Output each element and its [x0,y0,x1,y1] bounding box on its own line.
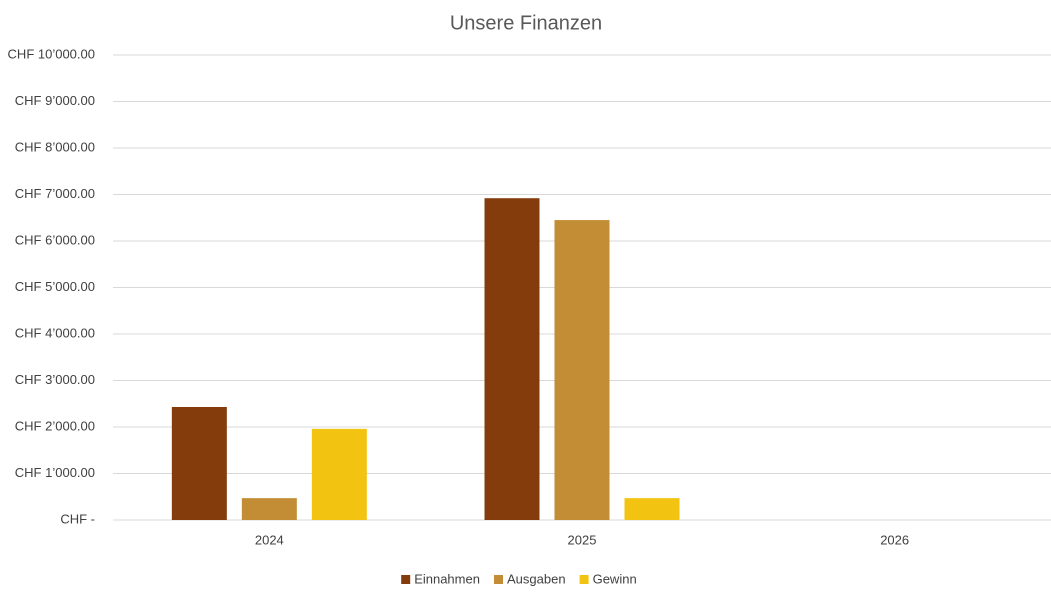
y-tick-label: CHF 3’000.00 [15,372,95,387]
bar [171,407,227,520]
x-tick-label: 2025 [568,532,597,547]
legend-label: Gewinn [593,571,637,586]
legend-label: Ausgaben [507,571,566,586]
legend-swatch [579,575,589,584]
y-tick-label: CHF 4’000.00 [15,325,95,340]
legend-label: Einnahmen [414,571,480,586]
y-tick-label: CHF 10’000.00 [8,46,95,61]
bar [484,198,540,520]
y-tick-label: CHF 6’000.00 [15,232,95,247]
legend-swatch [494,575,503,584]
x-tick-label: 2024 [255,532,284,547]
bar [241,498,297,520]
y-tick-label: CHF 7’000.00 [15,186,95,201]
y-tick-label: CHF 5’000.00 [15,279,95,294]
x-tick-label: 2026 [880,532,909,547]
y-tick-label: CHF 9’000.00 [15,93,95,108]
bar [311,428,367,520]
chart-title: Unsere Finanzen [450,12,602,34]
y-tick-label: CHF 8’000.00 [15,139,95,154]
y-tick-label: CHF - [60,511,95,526]
y-tick-label: CHF 1’000.00 [15,465,95,480]
legend-swatch [401,575,411,584]
bar [554,220,610,520]
y-tick-label: CHF 2’000.00 [15,418,95,433]
bar [624,498,680,520]
